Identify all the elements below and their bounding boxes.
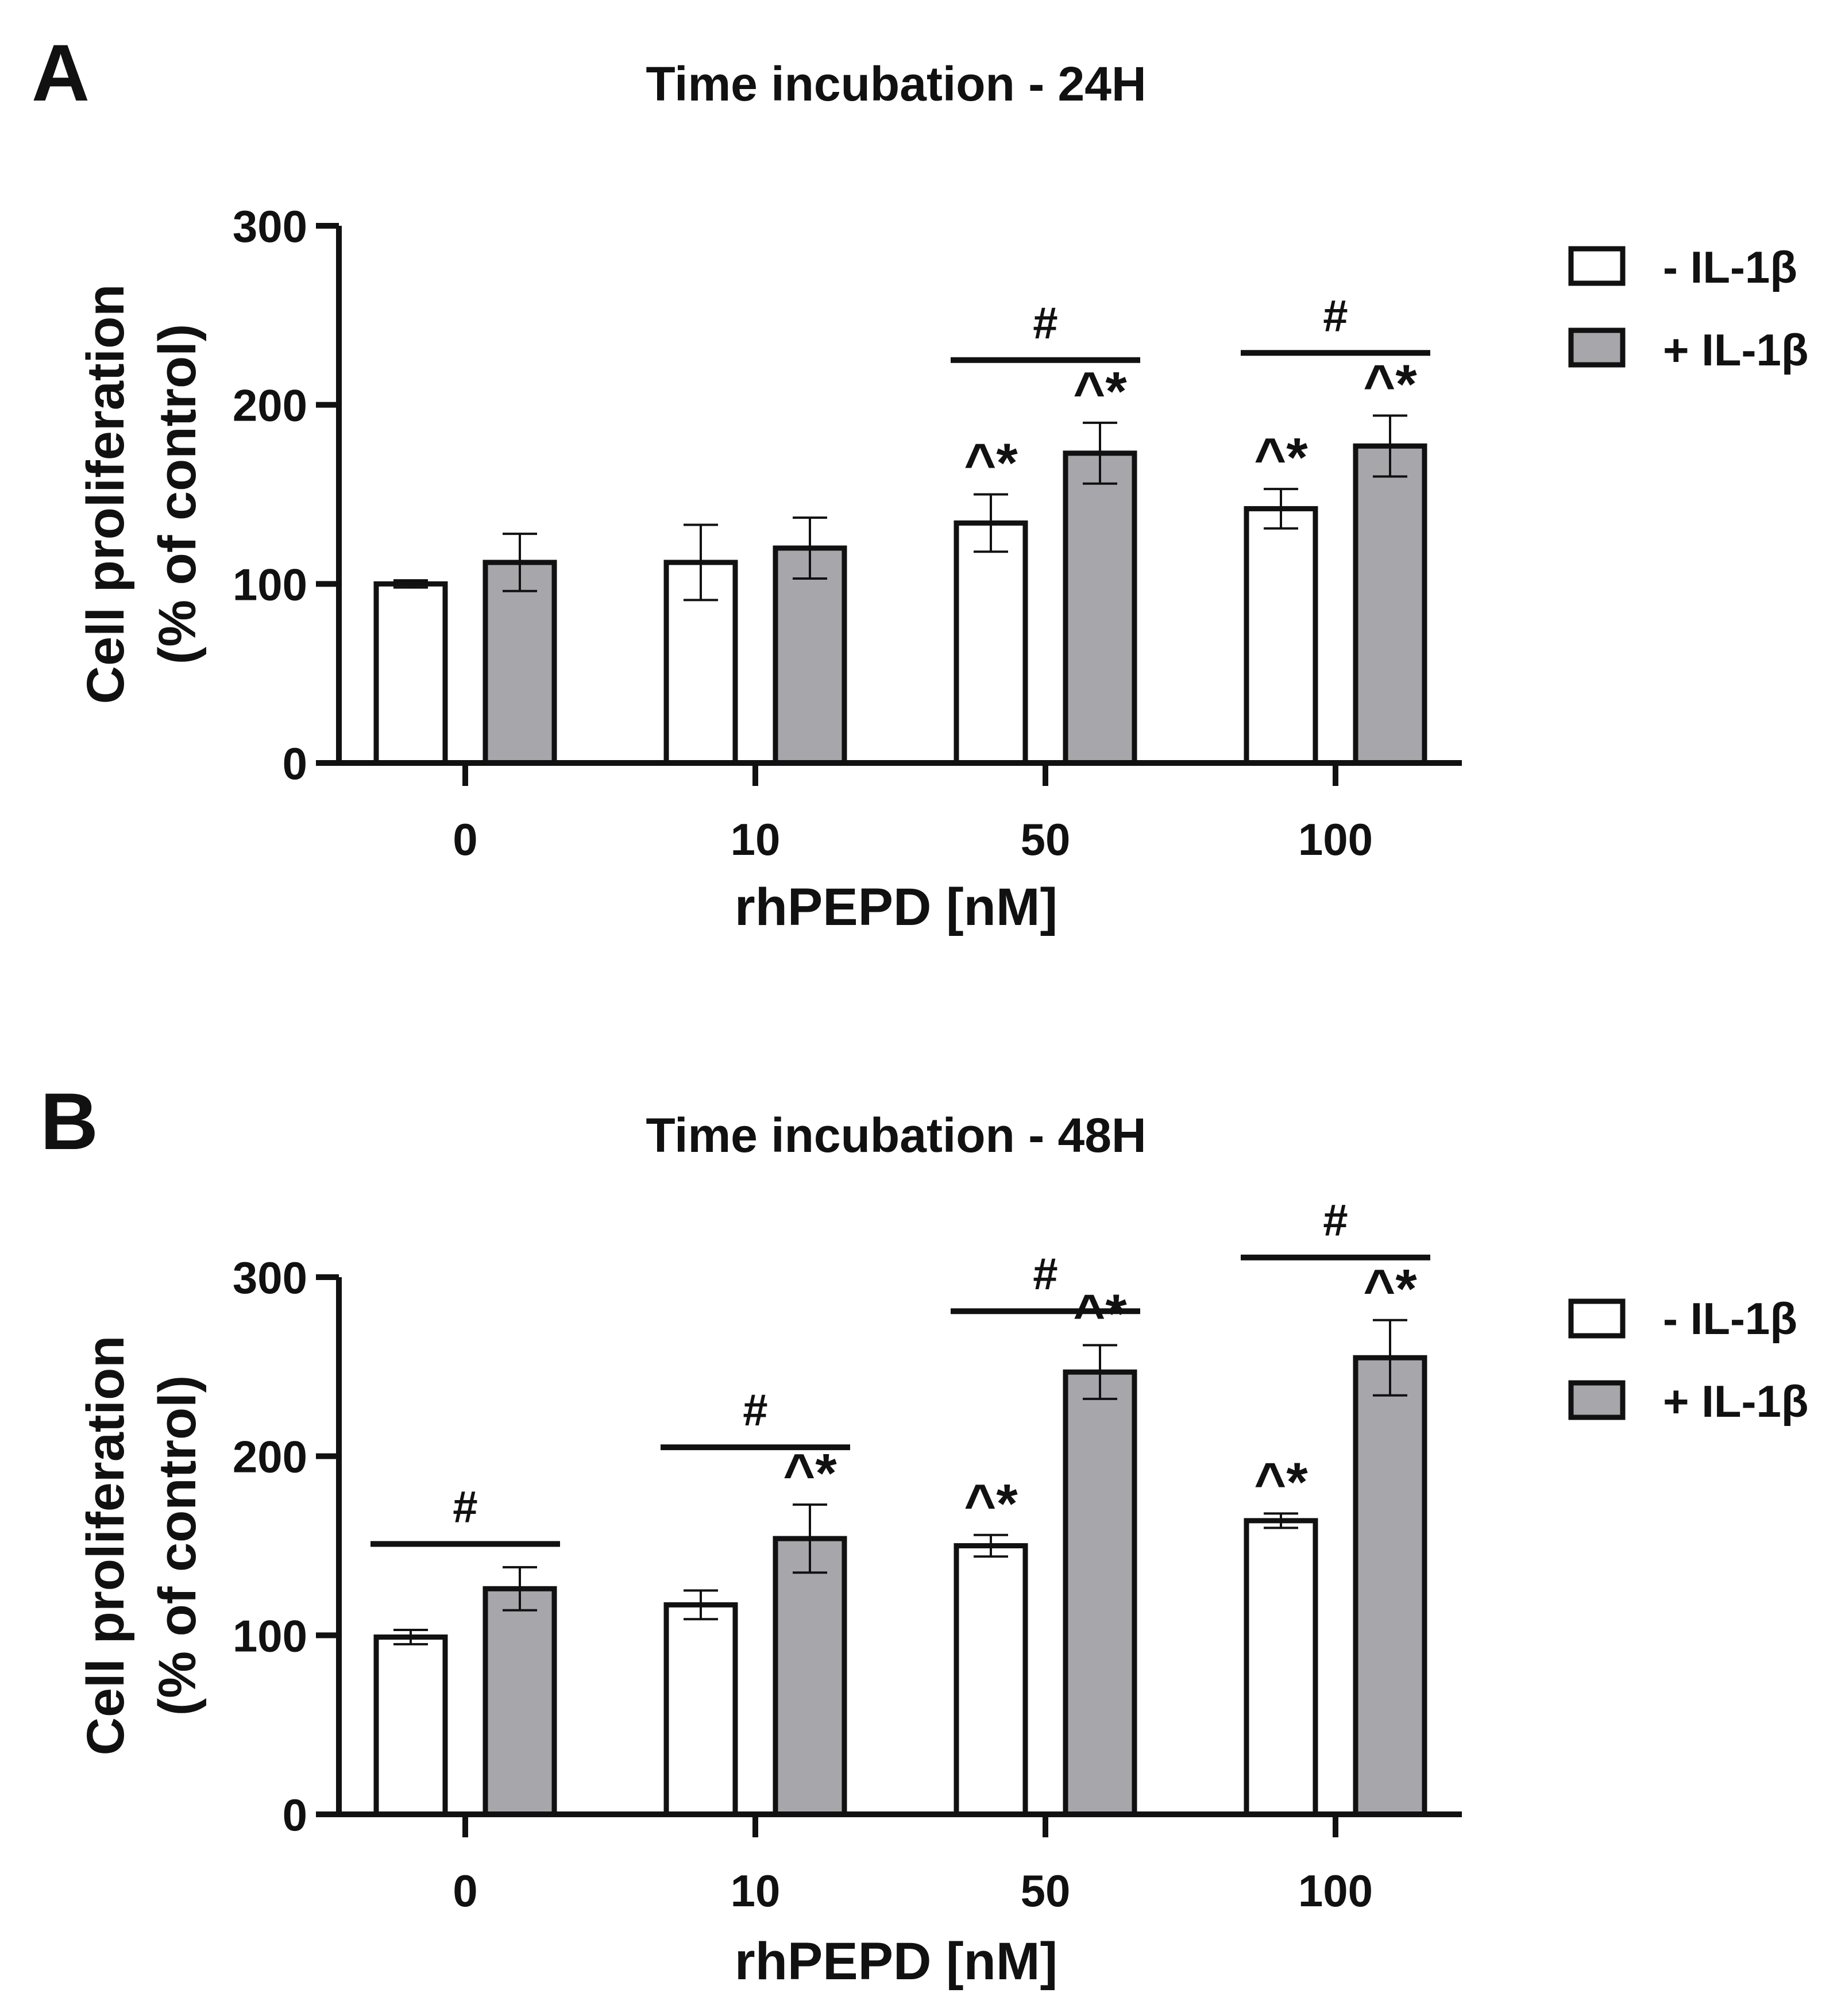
bracket-label: # [743, 1385, 767, 1435]
y-tick-label: 200 [233, 1432, 307, 1482]
bar [773, 1536, 847, 1817]
x-ticks: 0 10 50 100 [453, 1865, 1373, 1916]
y-ticks: 0 100 200 300 [233, 1252, 307, 1840]
y-axis-label-line2: (% of control) [148, 324, 207, 665]
legend-label-plus-il1b: + IL-1β [1663, 325, 1809, 375]
y-axis-label-line1: Cell proliferation [76, 284, 135, 704]
significance-label: ^* [783, 1443, 837, 1504]
significance-label: ^* [1363, 1258, 1417, 1320]
bar [1353, 1355, 1427, 1817]
bar-marks: ^* ^*^*^*^*#### [370, 1195, 1430, 1817]
significance-label: ^* [964, 1473, 1018, 1535]
y-tick-label: 0 [283, 1790, 307, 1840]
x-tick-label: 100 [1298, 814, 1373, 865]
legend-label-minus-il1b: - IL-1β [1663, 1293, 1797, 1344]
legend-label-plus-il1b: + IL-1β [1663, 1376, 1809, 1427]
y-tick-label: 100 [233, 559, 307, 610]
chart-title: Time incubation - 48H [646, 1108, 1146, 1162]
panel-b: B Time incubation - 48H Cell proliferati… [40, 1076, 1809, 1991]
bracket-label: # [1323, 290, 1348, 341]
bar [373, 1634, 448, 1817]
bar [663, 1602, 738, 1817]
x-tick-label: 100 [1298, 1865, 1373, 1916]
panel-letter: B [40, 1076, 98, 1166]
y-tick-label: 200 [233, 380, 307, 431]
bracket-label: # [1033, 1248, 1057, 1299]
x-tick-label: 10 [731, 814, 781, 865]
axes [316, 1274, 1462, 1837]
significance-label: ^* [1254, 1451, 1308, 1513]
bar [373, 581, 448, 766]
y-tick-label: 300 [233, 201, 307, 252]
x-tick-label: 50 [1021, 814, 1071, 865]
bar [954, 520, 1028, 766]
bar [773, 545, 847, 766]
legend: - IL-1β + IL-1β [1568, 1293, 1809, 1427]
panel-letter: A [32, 28, 90, 118]
significance-label: ^* [1363, 353, 1417, 415]
legend-swatch-plus-il1b [1568, 1380, 1626, 1420]
panel-a: A Time incubation - 24H Cell proliferati… [32, 28, 1809, 936]
bracket-label: # [453, 1481, 477, 1532]
y-ticks: 0 100 200 300 [233, 201, 307, 789]
bar [483, 1586, 557, 1817]
axes [316, 223, 1462, 786]
bar [1244, 506, 1318, 766]
bar [1353, 443, 1427, 766]
y-tick-label: 0 [283, 738, 307, 789]
bar [1244, 1518, 1318, 1817]
bracket-label: # [1033, 298, 1057, 348]
x-tick-label: 0 [453, 1865, 477, 1916]
significance-label: ^* [1254, 427, 1308, 488]
legend: - IL-1β + IL-1β [1568, 242, 1809, 375]
legend-swatch-minus-il1b [1568, 1298, 1626, 1339]
x-tick-label: 0 [453, 814, 477, 865]
y-tick-label: 300 [233, 1252, 307, 1303]
legend-swatch-plus-il1b [1568, 327, 1626, 368]
bar [954, 1543, 1028, 1817]
legend-swatch-minus-il1b [1568, 246, 1626, 286]
x-axis-label: rhPEPD [nM] [735, 878, 1057, 936]
bar-marks: ^* ^* ^* ^* # # [373, 290, 1430, 766]
x-ticks: 0 10 50 100 [453, 814, 1373, 865]
significance-label: ^* [964, 433, 1018, 494]
x-axis-label: rhPEPD [nM] [735, 1932, 1057, 1991]
bar [1063, 1369, 1137, 1817]
x-tick-label: 50 [1021, 1865, 1071, 1916]
significance-label: ^* [1073, 361, 1127, 422]
legend-label-minus-il1b: - IL-1β [1663, 242, 1797, 292]
bracket-label: # [1323, 1195, 1348, 1246]
chart-title: Time incubation - 24H [646, 57, 1146, 111]
y-axis-label-line2: (% of control) [148, 1375, 207, 1716]
bar [483, 560, 557, 766]
y-axis-label-line1: Cell proliferation [76, 1336, 135, 1756]
y-tick-label: 100 [233, 1610, 307, 1661]
x-tick-label: 10 [731, 1865, 781, 1916]
bar [1063, 450, 1137, 766]
